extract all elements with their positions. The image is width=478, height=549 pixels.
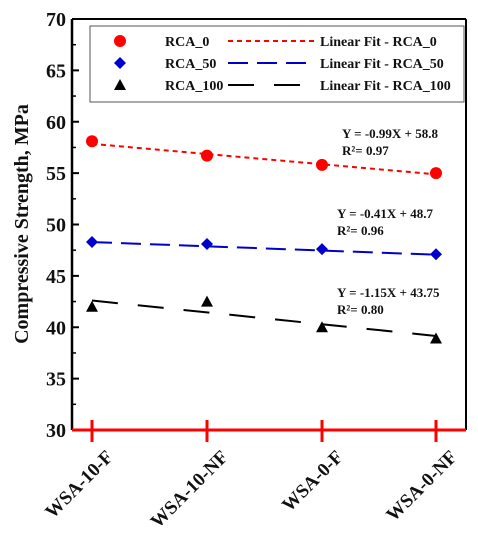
fit-line-rca-100 — [91, 299, 437, 337]
data-point-rca-100 — [201, 295, 213, 307]
data-point-rca-50 — [86, 235, 98, 248]
data-point-rca-50 — [430, 248, 442, 261]
y-tick-label: 65 — [46, 60, 66, 82]
y-axis-label: Compressive Strength, MPa — [11, 104, 33, 344]
x-tick-label: WSA-0-F — [278, 447, 347, 516]
y-tick-label: 35 — [46, 369, 66, 391]
y-tick-label: 55 — [46, 163, 66, 185]
legend-marker-rca-100 — [114, 79, 126, 90]
data-point-rca-50 — [316, 243, 328, 256]
fit-r-squared: R²= 0.97 — [342, 143, 389, 158]
y-tick-label: 40 — [46, 317, 66, 339]
data-point-rca-100 — [86, 300, 98, 312]
markers-layer — [86, 135, 442, 344]
fit-equations: Y = -0.99X + 58.8 R²= 0.97 Y = -0.41X + 48… — [337, 126, 440, 317]
data-point-rca-100 — [316, 321, 328, 333]
legend-marker-rca-0 — [114, 35, 126, 47]
legend-label: RCA_50 — [165, 57, 216, 72]
legend-marker-rca-50 — [114, 57, 126, 69]
legend-label: RCA_100 — [165, 79, 223, 94]
x-tick-label: WSA-10-F — [41, 447, 117, 523]
x-tick-label: WSA-10-NF — [147, 447, 233, 533]
data-point-rca-100 — [430, 332, 442, 344]
data-point-rca-0 — [430, 167, 442, 180]
y-tick-label: 60 — [46, 112, 66, 134]
fit-line-rca-0 — [91, 142, 437, 176]
data-point-rca-50 — [201, 238, 213, 251]
y-tick-label: 50 — [46, 215, 66, 237]
legend-fit-label: Linear Fit - RCA_100 — [320, 79, 451, 94]
data-point-rca-0 — [316, 158, 328, 171]
legend-fit-label: Linear Fit - RCA_0 — [320, 35, 437, 50]
fit-lines-layer — [91, 142, 437, 337]
legend: RCA_0 Linear Fit - RCA_0 RCA_50 Linear Fit … — [89, 25, 465, 103]
y-tick-label: 45 — [46, 266, 66, 288]
x-tick-label: WSA-0-NF — [382, 447, 461, 526]
fit-r-squared: R²= 0.96 — [337, 223, 384, 238]
legend-fit-label: Linear Fit - RCA_50 — [320, 57, 444, 72]
fit-equation: Y = -0.99X + 58.8 — [342, 126, 438, 141]
y-tick-label: 70 — [46, 9, 66, 31]
data-point-rca-0 — [86, 135, 98, 148]
fit-line-rca-50 — [91, 241, 437, 256]
fit-equation: Y = -1.15X + 43.75 — [337, 285, 440, 300]
fit-r-squared: R²= 0.80 — [337, 302, 384, 317]
y-tick-label: 30 — [46, 420, 66, 442]
data-point-rca-0 — [201, 149, 213, 162]
fit-equation: Y = -0.41X + 48.7 — [337, 206, 433, 221]
legend-label: RCA_0 — [165, 35, 209, 50]
